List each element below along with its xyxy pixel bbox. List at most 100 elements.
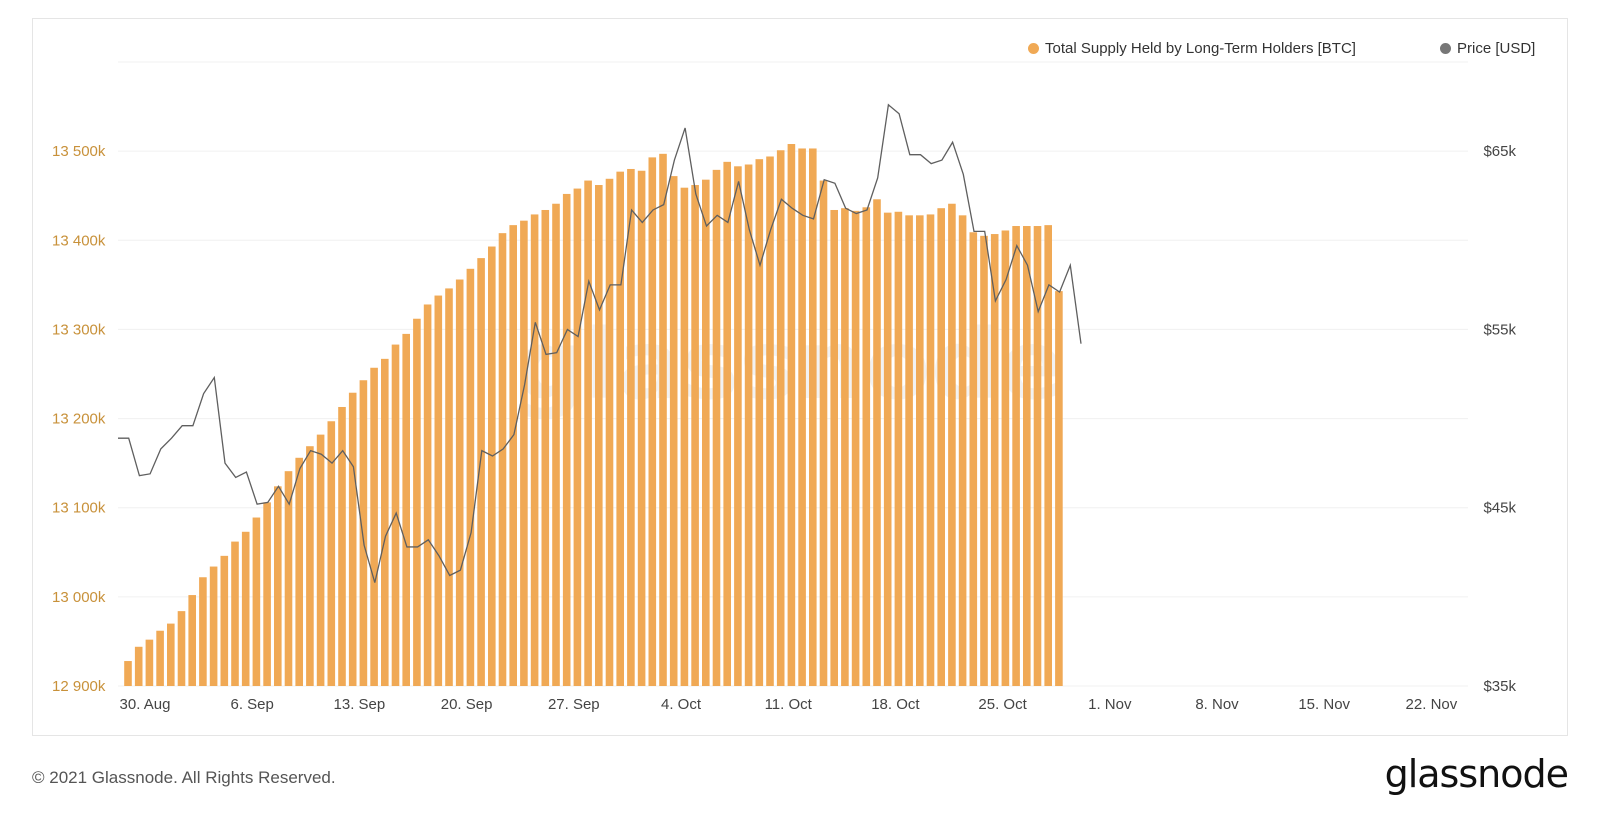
bar[interactable] bbox=[573, 188, 582, 686]
bar[interactable] bbox=[937, 208, 945, 686]
bar[interactable] bbox=[498, 233, 507, 686]
bar[interactable] bbox=[209, 566, 218, 686]
bar[interactable] bbox=[231, 541, 239, 686]
bar[interactable] bbox=[509, 225, 517, 686]
bar[interactable] bbox=[413, 318, 421, 686]
bar[interactable] bbox=[990, 234, 999, 687]
bar[interactable] bbox=[680, 187, 689, 686]
bar[interactable] bbox=[648, 157, 657, 686]
bar[interactable] bbox=[1023, 226, 1031, 686]
bar[interactable] bbox=[124, 661, 132, 686]
bar[interactable] bbox=[766, 156, 774, 687]
bar[interactable] bbox=[423, 304, 432, 686]
bar[interactable] bbox=[327, 421, 336, 686]
bar[interactable] bbox=[488, 246, 496, 686]
bar[interactable] bbox=[616, 171, 624, 686]
bar[interactable] bbox=[295, 457, 303, 686]
bar[interactable] bbox=[605, 178, 614, 686]
bar[interactable] bbox=[477, 258, 485, 686]
bar[interactable] bbox=[199, 577, 207, 686]
bar[interactable] bbox=[520, 220, 528, 687]
bar[interactable] bbox=[274, 486, 282, 686]
bar[interactable] bbox=[541, 209, 550, 687]
bar[interactable] bbox=[134, 646, 143, 686]
legend-ltH-label: Total Supply Held by Long-Term Holders [… bbox=[1045, 40, 1356, 57]
bar[interactable] bbox=[562, 193, 571, 686]
bar[interactable] bbox=[370, 367, 378, 686]
bar[interactable] bbox=[862, 207, 871, 687]
x-tick-label: 30. Aug bbox=[120, 696, 171, 713]
bar[interactable] bbox=[787, 144, 796, 686]
bar[interactable] bbox=[691, 185, 699, 686]
bar[interactable] bbox=[958, 215, 967, 686]
bar[interactable] bbox=[637, 170, 646, 686]
bar[interactable] bbox=[734, 166, 742, 687]
bar[interactable] bbox=[434, 295, 443, 686]
bar[interactable] bbox=[926, 214, 935, 686]
bar[interactable] bbox=[883, 212, 892, 686]
bar[interactable] bbox=[316, 434, 325, 686]
bar[interactable] bbox=[306, 446, 314, 686]
bar[interactable] bbox=[595, 185, 603, 686]
bar[interactable] bbox=[873, 199, 881, 686]
bar[interactable] bbox=[530, 214, 539, 686]
bar[interactable] bbox=[659, 153, 667, 686]
bar[interactable] bbox=[905, 215, 913, 686]
bar[interactable] bbox=[980, 235, 988, 686]
bar[interactable] bbox=[969, 232, 978, 686]
bar[interactable] bbox=[894, 211, 903, 686]
bar[interactable] bbox=[252, 517, 261, 686]
bar[interactable] bbox=[552, 203, 560, 687]
glassnode-logo[interactable]: glassnode bbox=[1384, 752, 1569, 796]
bar[interactable] bbox=[809, 148, 817, 687]
bar[interactable] bbox=[1012, 226, 1020, 686]
x-tick-label: 22. Nov bbox=[1406, 696, 1458, 713]
bar[interactable] bbox=[584, 180, 592, 686]
x-tick-label: 8. Nov bbox=[1195, 696, 1239, 713]
bar[interactable] bbox=[1033, 226, 1042, 686]
bar[interactable] bbox=[381, 358, 389, 686]
legend-item-ltH[interactable]: Total Supply Held by Long-Term Holders [… bbox=[1028, 40, 1356, 57]
bar[interactable] bbox=[145, 639, 154, 686]
bar[interactable] bbox=[167, 623, 175, 686]
bar[interactable] bbox=[156, 630, 164, 686]
bar[interactable] bbox=[1001, 230, 1010, 687]
x-tick-label: 27. Sep bbox=[548, 696, 600, 713]
bar[interactable] bbox=[177, 611, 186, 686]
bar[interactable] bbox=[455, 279, 464, 686]
bar[interactable] bbox=[627, 168, 635, 687]
bar[interactable] bbox=[712, 169, 721, 687]
bar[interactable] bbox=[819, 180, 828, 686]
bar[interactable] bbox=[916, 215, 924, 686]
bar[interactable] bbox=[744, 164, 753, 686]
legend-item-price[interactable]: Price [USD] bbox=[1440, 40, 1535, 57]
bar[interactable] bbox=[830, 209, 838, 687]
bar[interactable] bbox=[948, 203, 956, 687]
bar[interactable] bbox=[702, 179, 710, 687]
bar[interactable] bbox=[669, 176, 678, 686]
bar[interactable] bbox=[851, 210, 860, 686]
bar[interactable] bbox=[1044, 225, 1052, 686]
price-line[interactable] bbox=[118, 103, 1082, 583]
bar[interactable] bbox=[445, 288, 453, 686]
bar[interactable] bbox=[755, 159, 764, 687]
bar[interactable] bbox=[348, 392, 357, 686]
bar[interactable] bbox=[723, 161, 731, 687]
bar[interactable] bbox=[841, 208, 849, 686]
bar[interactable] bbox=[466, 268, 475, 686]
bar[interactable] bbox=[284, 471, 293, 686]
bar[interactable] bbox=[241, 531, 250, 686]
bar[interactable] bbox=[1055, 291, 1063, 686]
bar[interactable] bbox=[359, 380, 368, 686]
bar[interactable] bbox=[188, 595, 196, 686]
bar[interactable] bbox=[338, 406, 346, 686]
bar[interactable] bbox=[263, 502, 271, 686]
bar[interactable] bbox=[402, 333, 410, 686]
bars-group bbox=[124, 144, 1063, 687]
bar[interactable] bbox=[220, 555, 229, 686]
bar[interactable] bbox=[776, 150, 785, 686]
legend-price-dot-icon bbox=[1440, 43, 1451, 54]
footer-copyright: © 2021 Glassnode. All Rights Reserved. bbox=[32, 768, 336, 787]
bar[interactable] bbox=[798, 148, 806, 687]
left-tick-label: 13 000k bbox=[52, 589, 106, 606]
